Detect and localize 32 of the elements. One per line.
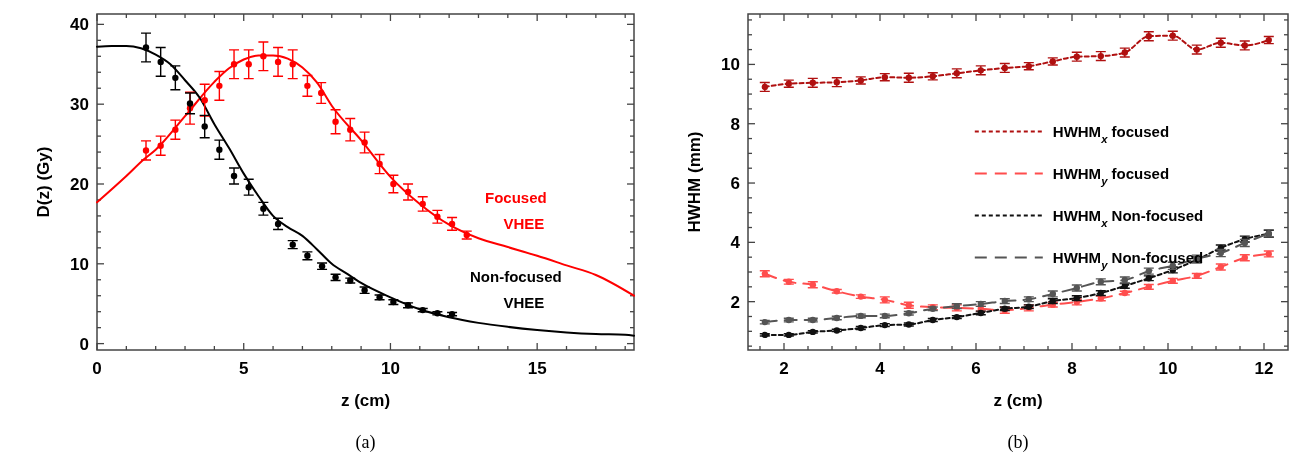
legend-label: HWHM$_{y}$ Non-focused <box>1052 248 1204 271</box>
y-tick-label: 6 <box>730 173 740 193</box>
x-tick-label: 12 <box>1254 359 1274 378</box>
series-label: Focused VHEE <box>485 189 547 233</box>
text: (a) <box>355 432 376 453</box>
x-tick-label: 4 <box>875 359 886 378</box>
y-tick-label: 30 <box>70 95 89 115</box>
x-tick-label: 0 <box>92 359 102 378</box>
y-tick-label: 20 <box>70 174 89 194</box>
text: (b) <box>1007 432 1029 453</box>
legend-label: HWHM$_{y}$ focused <box>1052 164 1170 187</box>
legend-label: HWHM$_{x}$ focused <box>1052 122 1170 145</box>
series-label: Non-focused VHEE <box>470 267 562 311</box>
x-tick-label: 15 <box>527 359 547 378</box>
x-tick-label: 8 <box>1067 359 1077 378</box>
x-axis-title: z (cm) <box>340 391 391 410</box>
y-tick-label: 0 <box>79 334 89 354</box>
x-tick-label: 10 <box>380 359 400 378</box>
x-tick-label: 2 <box>779 359 789 378</box>
y-tick-label: 4 <box>730 233 741 253</box>
x-tick-label: 5 <box>238 359 249 378</box>
legend-label: HWHM$_{x}$ Non-focused <box>1052 206 1204 229</box>
y-tick-label: 8 <box>730 114 740 134</box>
y-axis-title: D(z) (Gy) <box>34 146 53 218</box>
y-axis-title: HWHM (mm) <box>685 131 704 233</box>
x-tick-label: 10 <box>1158 359 1178 378</box>
x-tick-label: 6 <box>971 359 981 378</box>
y-tick-label: 2 <box>730 292 740 312</box>
y-tick-label: 10 <box>70 254 89 274</box>
y-tick-label: 10 <box>721 55 740 75</box>
x-axis-title: z (cm) <box>993 391 1043 410</box>
y-tick-label: 40 <box>70 15 89 35</box>
